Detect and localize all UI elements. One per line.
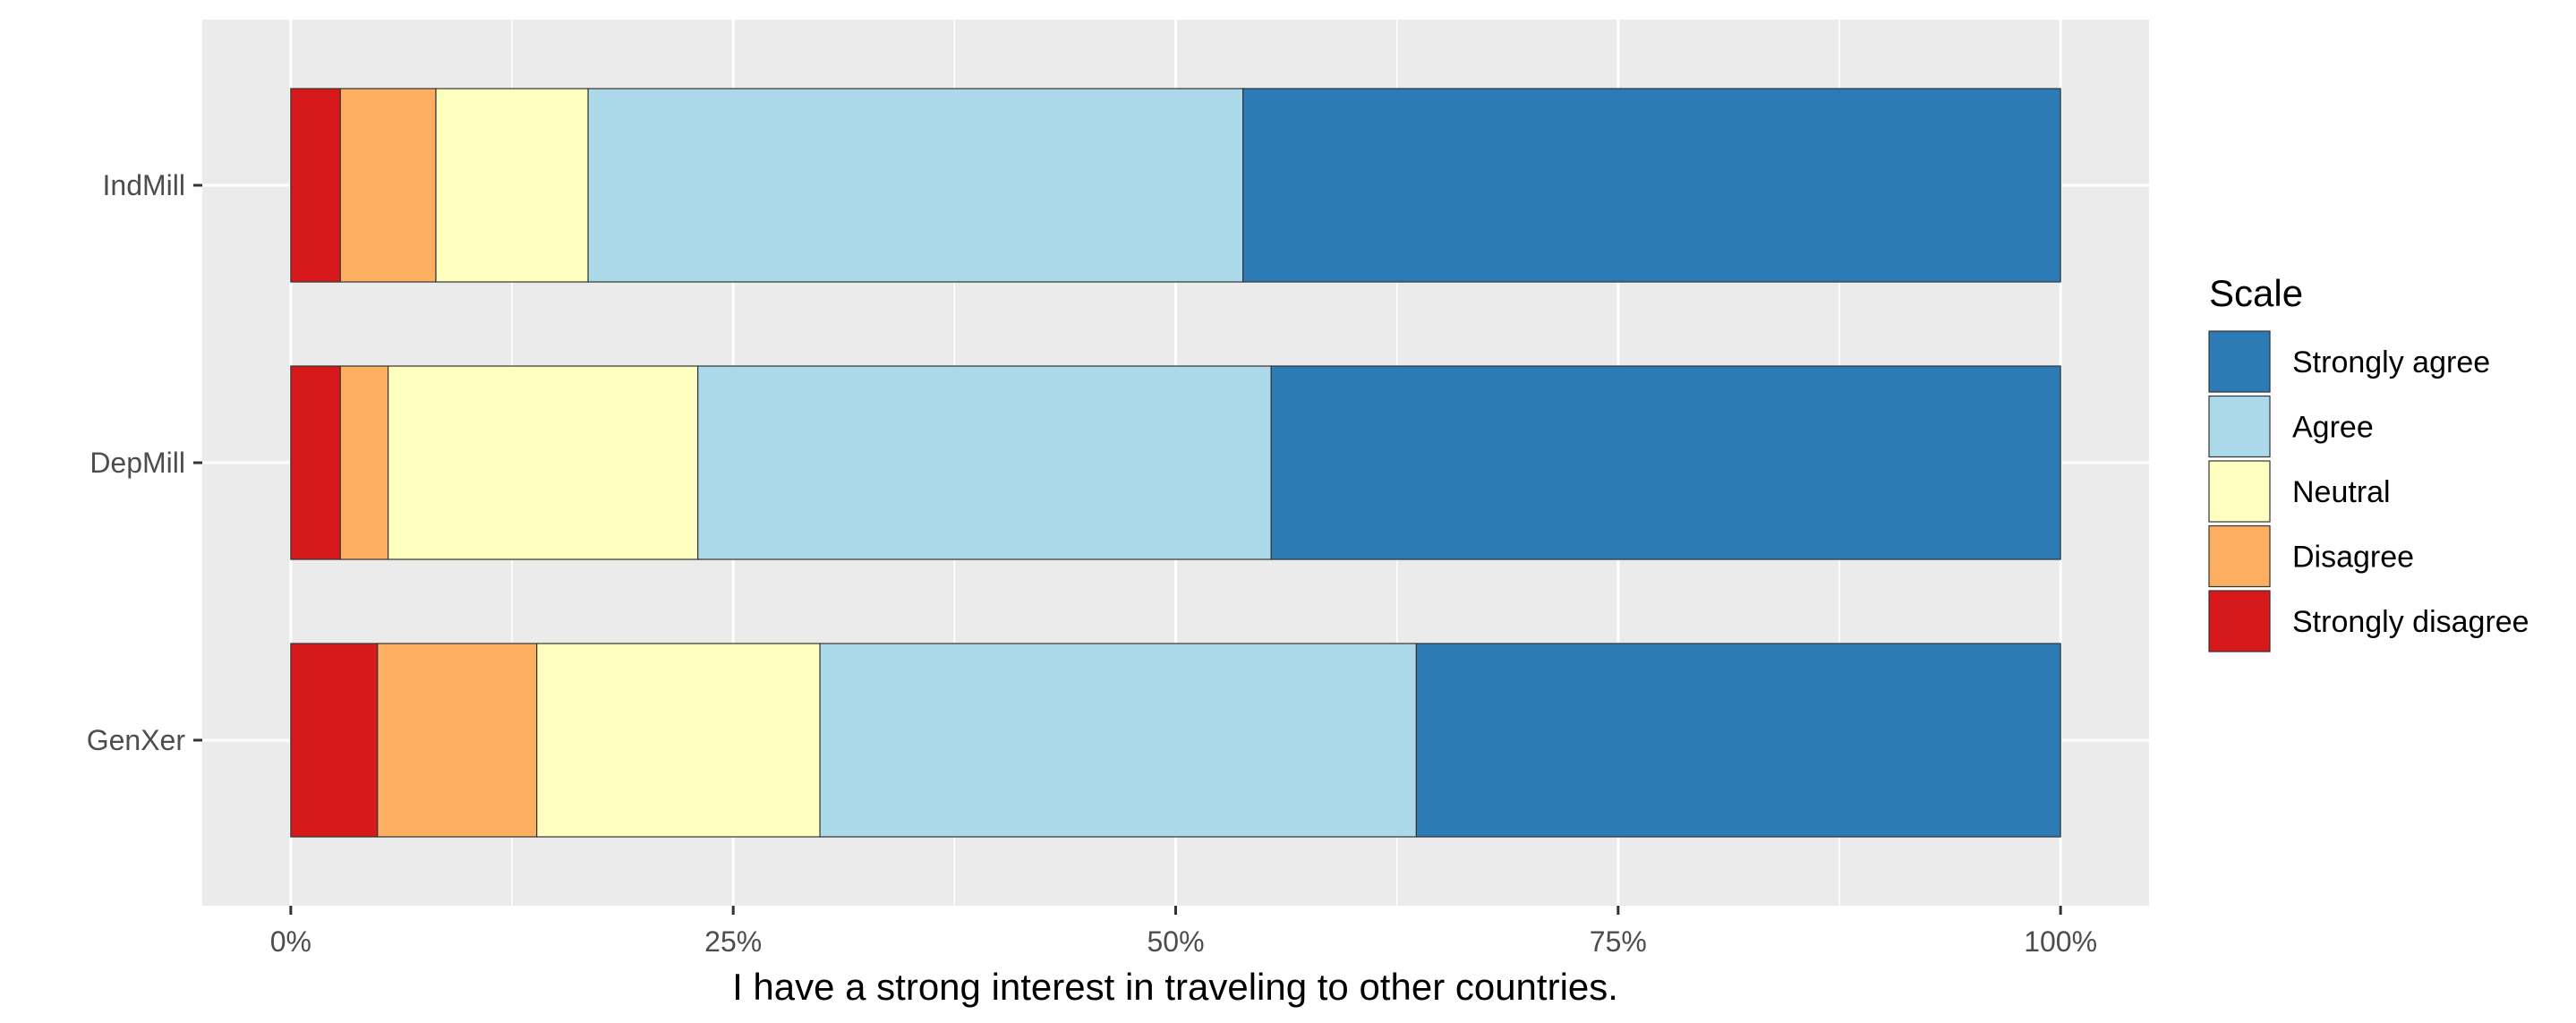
legend-label: Strongly disagree <box>2292 605 2529 639</box>
x-tick-label: 25% <box>704 925 762 958</box>
legend-key <box>2208 330 2271 393</box>
bar-segment <box>388 365 699 560</box>
legend-title: Scale <box>2209 272 2303 314</box>
x-axis-title: I have a strong interest in traveling to… <box>732 966 1618 1008</box>
legend-label: Neutral <box>2292 475 2391 509</box>
bar-segment <box>290 88 341 283</box>
bar-segment <box>339 88 437 283</box>
y-tick-label: DepMill <box>90 447 185 479</box>
x-tick-label: 50% <box>1147 925 1204 958</box>
legend-key <box>2208 524 2271 588</box>
legend: Scale Strongly agree Agree Neutral Disagree… <box>2208 272 2529 652</box>
x-axis: 0% 25% 50% 75% 100% <box>270 906 2097 958</box>
x-tick-label: 0% <box>270 925 311 958</box>
bars <box>290 88 2061 838</box>
legend-key <box>2208 460 2271 523</box>
y-tick-label: IndMill <box>103 169 185 201</box>
legend-label: Agree <box>2292 411 2374 445</box>
legend-key <box>2208 590 2271 652</box>
legend-key <box>2208 395 2271 458</box>
bar-segment <box>819 643 1418 838</box>
bar-segment <box>290 643 379 838</box>
bar-segment <box>1415 643 2061 838</box>
x-tick-label: 100% <box>2024 925 2097 958</box>
bar-segment <box>339 365 389 560</box>
bar-segment <box>290 365 341 560</box>
bar-segment <box>697 365 1272 560</box>
bar-segment <box>536 643 821 838</box>
bar-segment <box>377 643 538 838</box>
y-tick-label: GenXer <box>87 724 186 756</box>
legend-label: Strongly agree <box>2292 345 2490 379</box>
legend-label: Disagree <box>2292 541 2414 575</box>
bar-segment <box>1242 88 2061 283</box>
y-axis: IndMill DepMill GenXer <box>87 169 202 756</box>
x-tick-label: 75% <box>1590 925 1647 958</box>
bar-segment <box>1270 365 2061 560</box>
bar-segment <box>435 88 589 283</box>
bar-segment <box>587 88 1244 283</box>
